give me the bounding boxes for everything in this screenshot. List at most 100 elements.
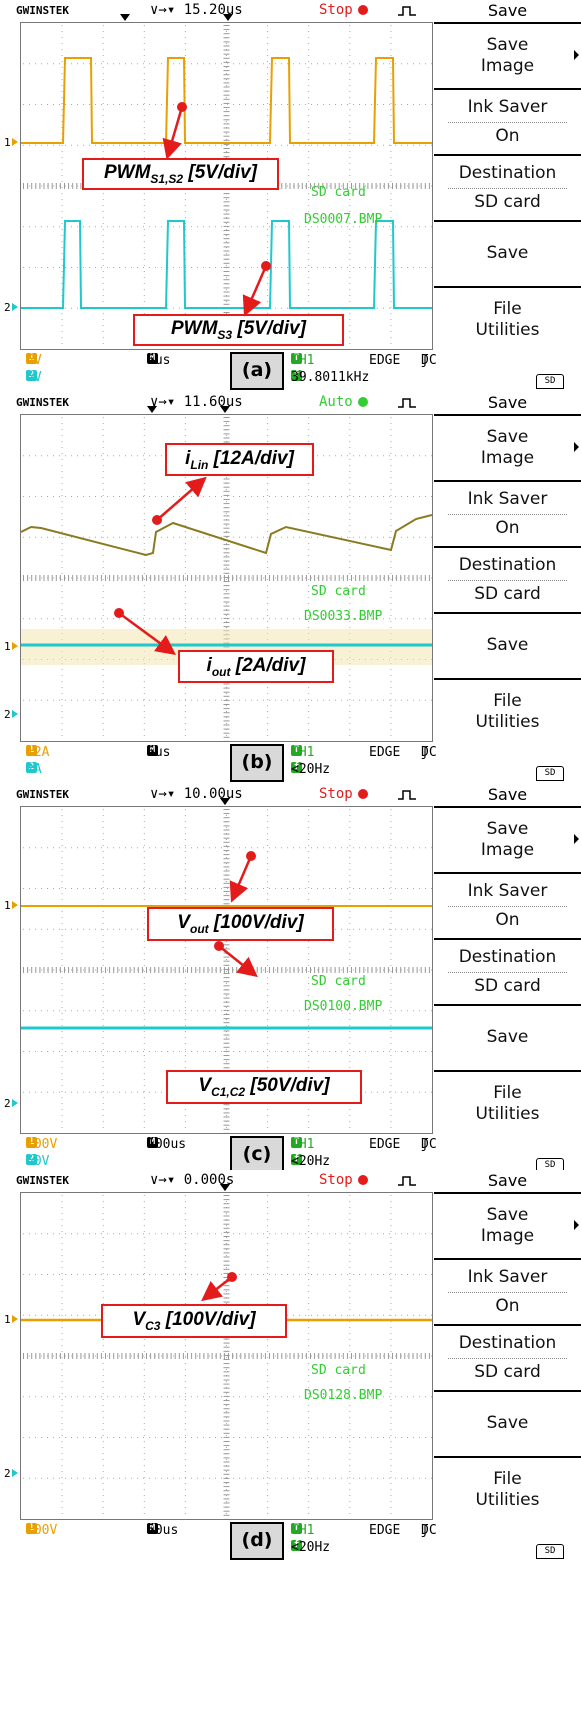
annotation-scale: [12A/div] <box>208 448 294 469</box>
trigger-source-value: CH1 <box>291 745 315 760</box>
timebase-badge-icon: M <box>147 353 158 364</box>
trigger-pulse-icon <box>398 398 416 408</box>
save-menu: Save Save Image Ink Saver On Destination SD ca… <box>434 392 581 742</box>
run-state-label: Auto <box>319 394 353 410</box>
ink-saver-button[interactable]: Ink Saver On <box>434 1260 581 1326</box>
trigger-marker-icon <box>147 406 157 413</box>
trigger-coupling-value: DC <box>421 1523 437 1538</box>
top-status-bar: GWINSTEK ∨→▾ 10.00us Stop <box>0 784 434 806</box>
trigger-pulse-icon <box>398 790 416 800</box>
trigger-type: EDGE <box>369 353 401 368</box>
submenu-arrow-icon <box>574 1220 579 1230</box>
save-image-button-value: Image <box>480 840 535 860</box>
trigger-marker-icon <box>223 14 233 21</box>
waveform-plot: SD card DS0033.BMP <box>21 417 432 741</box>
waveform-plot: SD card DS0128.BMP <box>21 1195 432 1519</box>
ink-saver-button[interactable]: Ink Saver On <box>434 874 581 940</box>
ch1-badge-icon: 1 <box>26 353 37 364</box>
ch1-badge-icon: 1 <box>26 1523 37 1534</box>
bottom-status-bar: 1 = 5V 2 = 5V M 6us T CH1 EDGE ʃ DC f 39.8011kHz SD… <box>0 350 581 392</box>
submenu-arrow-icon <box>574 442 579 452</box>
rising-edge-icon: ʃ <box>421 1523 429 1538</box>
submenu-arrow-icon <box>574 50 579 60</box>
trigger-source-value: CH1 <box>291 1523 315 1538</box>
trigger-arrow-icon: ∨→▾ <box>150 786 176 802</box>
ch1-scale-value: 5V <box>26 353 42 368</box>
waveform-display: SD card DS0100.BMP <box>20 806 433 1134</box>
save-image-button-value: Image <box>480 448 535 468</box>
time-per-div-value: 6us <box>147 745 171 760</box>
waveform-annotation: iLin [12A/div] <box>165 443 314 476</box>
brand-logo: GWINSTEK <box>16 1174 69 1187</box>
timebase-badge-icon: M <box>147 1137 158 1148</box>
annotation-scale: [100V/div] <box>160 1309 256 1330</box>
save-image-button[interactable]: Save Image <box>434 808 581 874</box>
waveform-annotation: Vout [100V/div] <box>147 907 334 941</box>
annotation-symbol: i <box>206 655 212 676</box>
ink-saver-button-value: On <box>448 905 567 931</box>
save-button[interactable]: Save <box>434 222 581 288</box>
ch2-badge-icon: 2 <box>26 762 37 773</box>
overlay-storage-label: SD card <box>311 185 366 200</box>
save-image-button-label: Save <box>486 426 529 447</box>
ch1-ground-marker: 1 <box>4 136 18 149</box>
file-utilities-label-2: Utilities <box>475 320 540 340</box>
overlay-file-name: DS0033.BMP <box>304 609 382 624</box>
trigger-badge-icon: T <box>291 745 302 756</box>
file-utilities-button[interactable]: File Utilities <box>434 1458 581 1522</box>
save-image-button[interactable]: Save Image <box>434 416 581 482</box>
run-indicator-icon <box>357 789 368 799</box>
waveform-display: SD card DS0033.BMP <box>20 414 433 742</box>
destination-button[interactable]: Destination SD card <box>434 548 581 614</box>
ch2-scale-value: 50V <box>26 1154 50 1169</box>
run-state-label: Stop <box>319 1172 353 1188</box>
save-button-label: Save <box>486 243 529 264</box>
destination-button-label: Destination <box>458 555 557 576</box>
save-button[interactable]: Save <box>434 1006 581 1072</box>
destination-button-value: SD card <box>448 1357 567 1383</box>
annotation-scale: [5V/div] <box>232 318 307 339</box>
timebase-value: 15.20us <box>183 2 243 18</box>
ink-saver-button[interactable]: Ink Saver On <box>434 482 581 548</box>
trigger-marker-icon <box>220 1184 230 1191</box>
run-state: Stop <box>319 1172 368 1188</box>
ch2-scale-value: 5V <box>26 370 42 385</box>
file-utilities-button[interactable]: File Utilities <box>434 1072 581 1136</box>
trigger-frequency-value: <20Hz <box>291 762 331 777</box>
brand-logo: GWINSTEK <box>16 4 69 17</box>
timebase-value: 10.00us <box>183 786 243 802</box>
top-status-bar: GWINSTEK ∨→▾ 0.000s Stop <box>0 1170 434 1192</box>
destination-button-value: SD card <box>448 187 567 213</box>
rising-edge-icon: ʃ <box>421 353 429 368</box>
file-utilities-label-2: Utilities <box>475 1104 540 1124</box>
file-utilities-label: File <box>493 1468 522 1489</box>
save-button[interactable]: Save <box>434 614 581 680</box>
annotation-subscript: S3 <box>217 327 233 342</box>
ch1-scale-value: 100V <box>26 1137 58 1152</box>
save-button[interactable]: Save <box>434 1392 581 1458</box>
save-image-button[interactable]: Save Image <box>434 1194 581 1260</box>
trigger-type: EDGE <box>369 745 401 760</box>
trigger-source-value: CH1 <box>291 353 315 368</box>
save-button-label: Save <box>486 1413 529 1434</box>
annotation-subscript: Lin <box>190 457 209 472</box>
submenu-arrow-icon <box>574 834 579 844</box>
destination-button[interactable]: Destination SD card <box>434 156 581 222</box>
destination-button[interactable]: Destination SD card <box>434 940 581 1006</box>
trigger-frequency-value: 39.8011kHz <box>291 370 370 385</box>
panel-label: (a) <box>230 352 284 390</box>
annotation-symbol: PWM <box>103 162 151 183</box>
save-image-button[interactable]: Save Image <box>434 24 581 90</box>
trigger-type: EDGE <box>369 1523 401 1538</box>
trigger-marker-icon <box>220 406 230 413</box>
destination-button[interactable]: Destination SD card <box>434 1326 581 1392</box>
scope-screenshot-3: GWINSTEK ∨→▾ 10.00us Stop SD card DS0100.BMP… <box>0 784 581 1176</box>
menu-title: Save <box>434 784 581 808</box>
destination-button-label: Destination <box>458 947 557 968</box>
ch2-ground-marker: 2 <box>4 301 18 314</box>
annotation-subscript: C3 <box>145 1318 161 1333</box>
file-utilities-button[interactable]: File Utilities <box>434 680 581 744</box>
ink-saver-button[interactable]: Ink Saver On <box>434 90 581 156</box>
annotation-subscript: out <box>211 664 231 679</box>
file-utilities-button[interactable]: File Utilities <box>434 288 581 352</box>
